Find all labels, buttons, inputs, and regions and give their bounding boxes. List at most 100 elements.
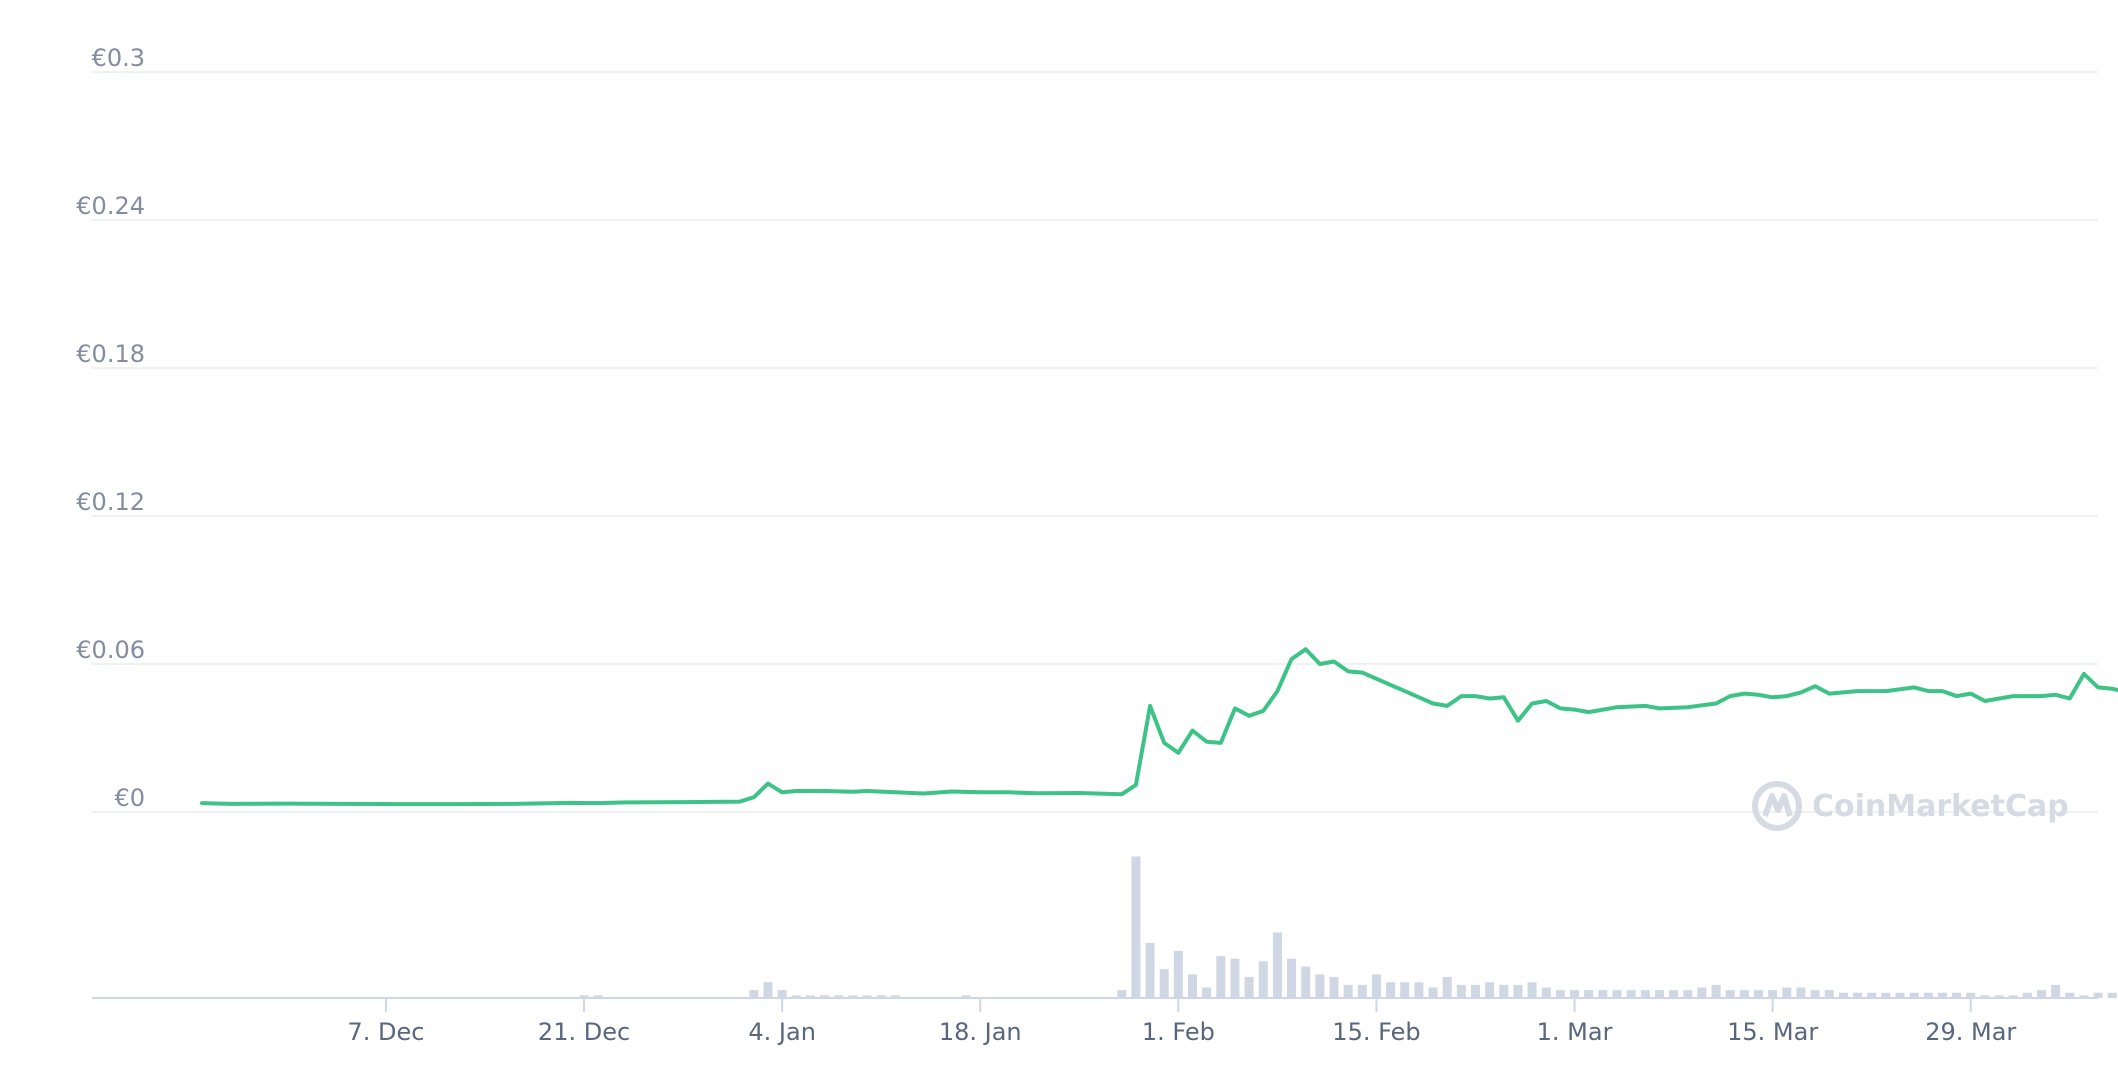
- volume-bar: [1258, 961, 1268, 998]
- volume-bar: [1442, 977, 1452, 998]
- x-tick-label: 15. Mar: [1727, 1018, 1818, 1046]
- volume-bar: [1329, 977, 1339, 998]
- volume-bar: [1216, 956, 1226, 998]
- volume-bar: [1739, 990, 1749, 998]
- volume-bar: [1513, 984, 1523, 998]
- y-tick-label: €0: [114, 784, 145, 812]
- volume-bar: [1909, 992, 1919, 998]
- volume-bar: [1287, 958, 1297, 998]
- volume-bar: [1768, 990, 1778, 998]
- x-tick-label: 7. Dec: [347, 1018, 424, 1046]
- price-line: [200, 647, 2118, 807]
- volume-bar: [862, 995, 872, 998]
- volume-bar: [1923, 992, 1933, 998]
- volume-bar: [1952, 992, 1962, 998]
- volume-bar: [1343, 984, 1353, 998]
- volume-bar: [1357, 984, 1367, 998]
- volume-bar: [1754, 990, 1763, 998]
- volume-bar: [876, 995, 886, 998]
- y-tick-label: €0.12: [76, 488, 145, 516]
- volume-bar: [961, 995, 971, 998]
- volume-bar: [1881, 992, 1891, 998]
- x-tick-label: 1. Mar: [1537, 1018, 1613, 1046]
- volume-bar: [1810, 990, 1820, 998]
- volume-bar: [1994, 995, 2004, 998]
- volume-bar: [1428, 987, 1438, 998]
- y-axis: €0 €0.06 €0.12 €0.18 €0.24 €0.3: [76, 44, 145, 812]
- volume-bar: [1159, 969, 1169, 998]
- x-tick-label: 29. Mar: [1925, 1018, 2016, 1046]
- volume-bar: [1867, 992, 1877, 998]
- volume-bar: [1400, 982, 1410, 998]
- volume-bar: [2079, 995, 2089, 998]
- volume-bar: [1117, 990, 1127, 998]
- volume-bar: [1131, 856, 1141, 998]
- y-tick-label: €0.24: [76, 192, 145, 220]
- volume-bar: [1386, 982, 1396, 998]
- volume-bar: [2008, 995, 2018, 998]
- volume-bar: [1188, 974, 1197, 998]
- x-tick-label: 1. Feb: [1142, 1018, 1215, 1046]
- volume-bar: [1612, 990, 1622, 998]
- watermark-text: CoinMarketCap: [1812, 789, 2069, 824]
- x-tick-label: 21. Dec: [538, 1018, 630, 1046]
- volume-bar: [2107, 992, 2117, 998]
- volume-bar: [805, 995, 815, 998]
- volume-bar: [1541, 987, 1551, 998]
- volume-bar: [1980, 995, 1990, 998]
- coinmarketcap-logo-icon: [1752, 781, 1802, 831]
- watermark: CoinMarketCap: [1752, 781, 2069, 831]
- volume-bar: [1499, 984, 1509, 998]
- volume-bar: [1626, 990, 1636, 998]
- volume-bar: [1272, 932, 1282, 998]
- volume-bar: [1485, 982, 1495, 998]
- volume-bar: [749, 990, 759, 998]
- volume-bar: [1244, 977, 1254, 998]
- volume-bar: [1202, 987, 1212, 998]
- volume-bar: [1782, 987, 1792, 998]
- volume-bar: [1966, 992, 1976, 998]
- volume-bar: [820, 995, 830, 998]
- volume-bar: [1315, 974, 1325, 998]
- volume-bar: [1640, 990, 1650, 998]
- volume-bar: [593, 995, 603, 998]
- volume-bar: [1711, 984, 1721, 998]
- x-tick-label: 15. Feb: [1332, 1018, 1420, 1046]
- x-tick-label: 4. Jan: [748, 1018, 816, 1046]
- volume-bar: [848, 995, 858, 998]
- volume-bar: [1683, 990, 1693, 998]
- volume-bar: [1145, 942, 1155, 998]
- volume-bar: [1654, 990, 1664, 998]
- volume-bar: [1669, 990, 1679, 998]
- volume-bar: [834, 995, 844, 998]
- volume-bar: [791, 995, 801, 998]
- volume-bars: [579, 856, 2117, 998]
- volume-bar: [1414, 982, 1424, 998]
- volume-bar: [1301, 966, 1311, 998]
- volume-bar: [1371, 974, 1381, 998]
- volume-bar: [579, 995, 589, 998]
- x-axis: 7. Dec 21. Dec 4. Jan 18. Jan 1. Feb 15. Feb 1…: [347, 998, 2016, 1046]
- volume-bar: [1527, 982, 1537, 998]
- volume-bar: [1471, 984, 1480, 998]
- volume-bar: [763, 982, 773, 998]
- volume-bar: [1853, 992, 1863, 998]
- volume-bar: [2093, 992, 2103, 998]
- volume-bar: [1895, 992, 1905, 998]
- grid-lines: [92, 71, 2098, 813]
- volume-bar: [2037, 990, 2046, 998]
- volume-bar: [2022, 992, 2032, 998]
- volume-bar: [1838, 992, 1848, 998]
- volume-bar: [1230, 958, 1240, 998]
- volume-bar: [1937, 992, 1947, 998]
- volume-bar: [777, 990, 787, 998]
- y-tick-label: €0.3: [92, 44, 145, 72]
- volume-bar: [1697, 987, 1707, 998]
- volume-bar: [1824, 990, 1834, 998]
- volume-bar: [2051, 984, 2061, 998]
- volume-bar: [1584, 990, 1594, 998]
- volume-bar: [1796, 987, 1806, 998]
- volume-bar: [2065, 992, 2075, 998]
- volume-bar: [1173, 950, 1183, 998]
